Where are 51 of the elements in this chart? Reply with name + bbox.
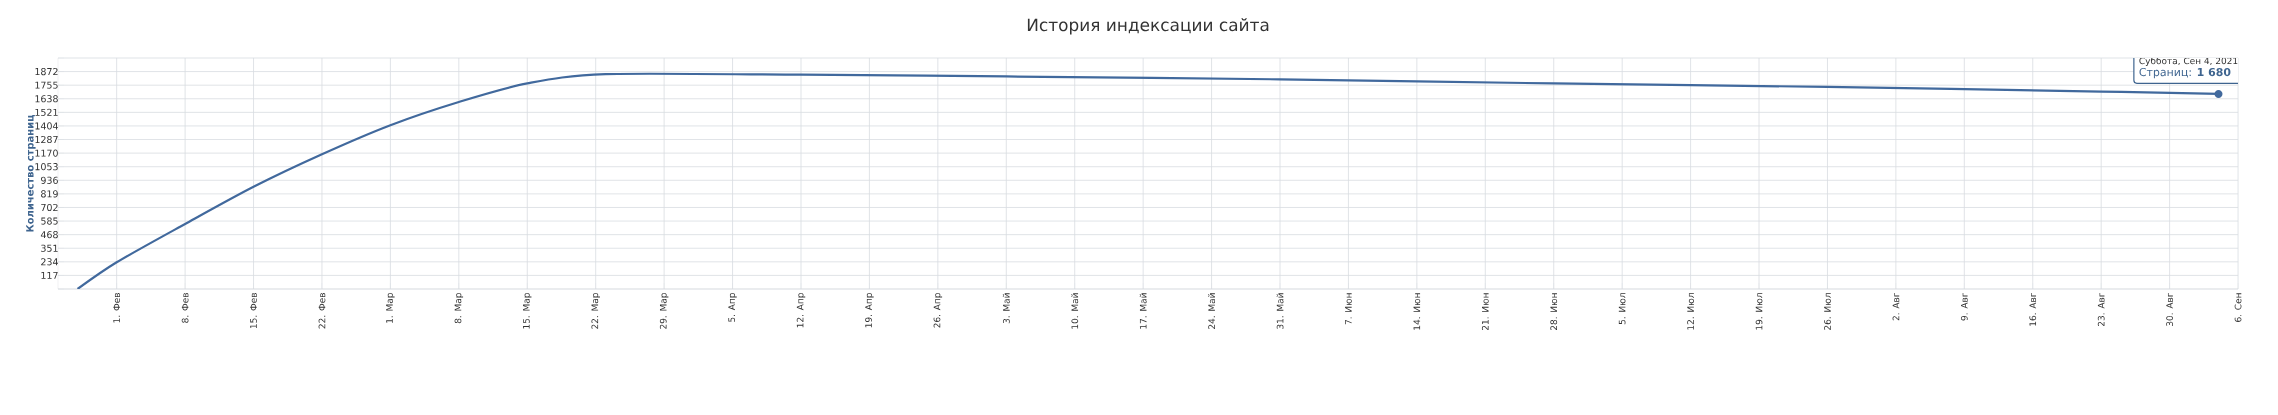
annotation: Страниц: 1 680: [2139, 67, 2231, 79]
x-tick-label: 16. Авг: [2029, 292, 2037, 326]
x-tick-label: 17. Май: [1139, 293, 1147, 329]
x-tick-label: 7. Июн: [1345, 293, 1352, 325]
y-axis-title: Количество страниц: [26, 114, 36, 232]
x-tick-label: 8. Мар: [454, 293, 464, 324]
x-tick-label: 29. Мар: [659, 293, 669, 329]
x-tick-label: 31. Май: [1276, 293, 1284, 329]
x-tick-label: 24. Май: [1208, 293, 1216, 329]
y-tick-label: 468: [40, 231, 58, 239]
y-tick-label: 351: [41, 244, 58, 252]
y-tick-label: 585: [41, 217, 58, 225]
y-tick-label: 1170: [35, 149, 58, 157]
y-tick-label: 1287: [35, 135, 58, 144]
y-tick-label: 819: [41, 190, 58, 198]
y-tick-label: 1638: [35, 95, 58, 103]
y-tick-label: 936: [41, 176, 58, 184]
x-tick-label: 8. Фев: [181, 293, 189, 323]
x-tick-label: 6. Сен: [2234, 293, 2242, 322]
x-tick-label: 15. Мар: [523, 293, 532, 329]
x-tick-label: 22. Мар: [591, 293, 600, 329]
x-tick-label: 15. Фев: [250, 293, 257, 329]
x-tick-label: 12. Апр: [796, 293, 806, 328]
y-tick-label: 1755: [35, 81, 58, 89]
x-tick-label: 19. Июл: [1755, 293, 1763, 330]
x-tick-label: 19. Апр: [865, 293, 874, 328]
y-tick-label: 1872: [35, 68, 58, 76]
y-tick-label: 234: [41, 258, 58, 266]
x-tick-label: 1. Мар: [386, 293, 395, 323]
x-tick-label: 26. Апр: [933, 293, 943, 328]
x-tick-label: 30. Авг: [2166, 292, 2174, 327]
y-tick-label: 1521: [35, 108, 58, 116]
x-tick-label: 21. Июн: [1481, 293, 1489, 331]
y-tick-label: 1404: [35, 122, 58, 130]
x-tick-label: 3. Май: [1002, 293, 1010, 324]
x-tick-label: 9. Авг: [1960, 292, 1968, 321]
x-tick-label: 23. Авг: [2097, 292, 2105, 327]
x-tick-label: 12. Июл: [1687, 293, 1694, 330]
x-tick-label: 22. Фев: [318, 293, 326, 329]
x-tick-label: 26. Июл: [1824, 293, 1831, 330]
x-tick-label: 5. Апр: [728, 293, 737, 322]
x-tick-label: 2. Авг: [1892, 292, 1900, 321]
y-tick-label: 702: [41, 203, 58, 212]
x-tick-label: 28. Июн: [1550, 293, 1558, 331]
y-tick-label: 1053: [35, 163, 58, 171]
x-tick-label: 1. Фев: [113, 293, 120, 323]
y-tick-label: 117: [41, 271, 58, 279]
x-tick-label: 5. Июл: [1618, 293, 1626, 325]
chart-title: История индексации сайта: [1027, 18, 1269, 35]
x-tick-label: 10. Май: [1071, 293, 1079, 329]
x-tick-label: 14. Июн: [1413, 293, 1421, 330]
